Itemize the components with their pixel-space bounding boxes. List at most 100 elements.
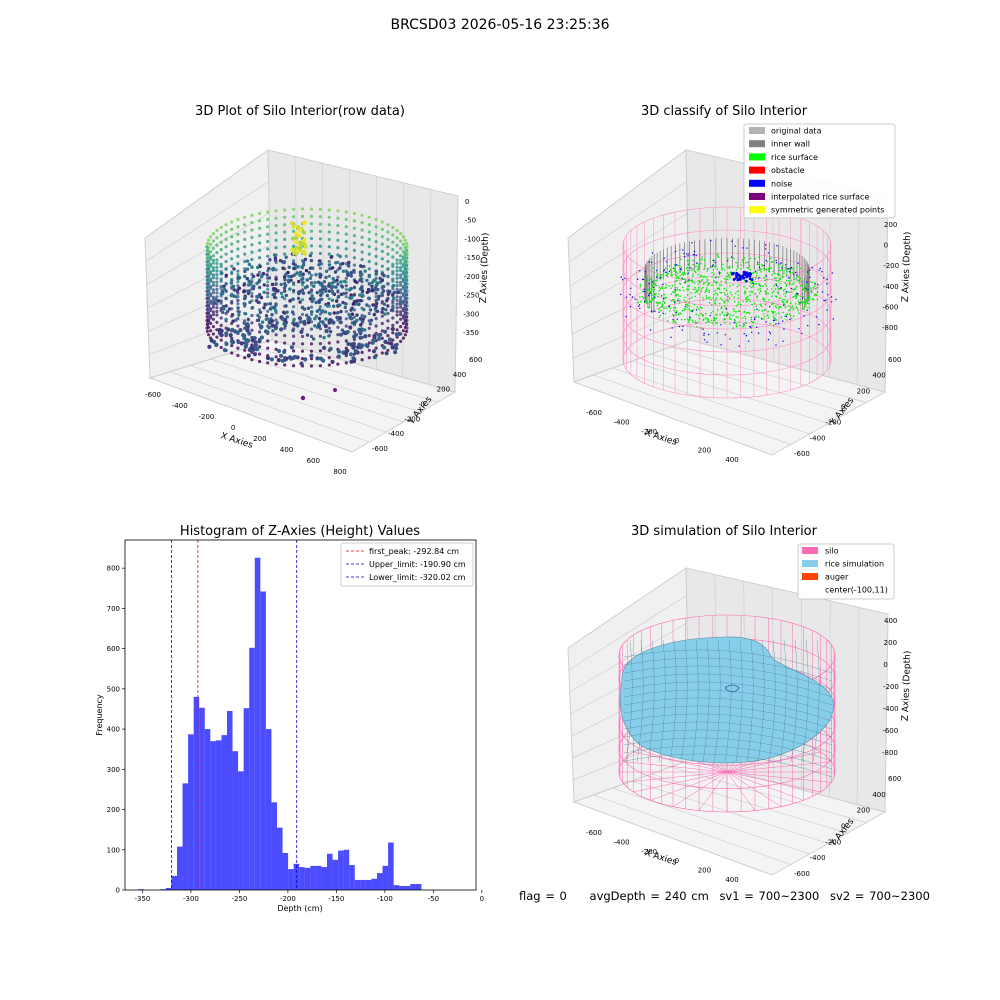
rice-surface-point	[790, 317, 793, 320]
rice-surface-point	[670, 300, 672, 302]
wall-point	[344, 210, 348, 214]
rice-surface-point	[778, 312, 780, 315]
wall-point	[309, 214, 314, 218]
low-point	[289, 356, 294, 361]
wall-point	[327, 297, 331, 301]
rice-surface-point	[805, 284, 808, 286]
wall-point	[352, 248, 356, 252]
wall-point	[395, 298, 399, 302]
rice-surface-point	[807, 302, 810, 305]
panel4-rice-surface	[620, 636, 834, 778]
noise-point	[651, 281, 653, 283]
tick-label: -200	[464, 273, 480, 281]
noise-point	[733, 322, 736, 324]
silo-floor-spoke	[726, 751, 821, 773]
wall-point	[318, 334, 322, 338]
rice-surface-point	[788, 291, 790, 294]
wall-point	[266, 339, 270, 343]
rice-surface-point	[672, 321, 675, 323]
rice-surface-point	[641, 296, 644, 298]
surface-point	[313, 324, 317, 328]
rice-surface-point	[716, 255, 719, 257]
noise-point	[793, 273, 795, 275]
wall-point	[266, 302, 270, 306]
rice-surface-point	[644, 302, 646, 304]
noise-point	[674, 264, 676, 266]
wall-point	[209, 272, 213, 276]
outlier-point	[333, 388, 337, 392]
rice-surface-point	[803, 295, 805, 298]
noise-point	[620, 276, 622, 278]
rice-surface-point	[785, 314, 787, 316]
ytick-label: 0	[116, 887, 120, 895]
wall-point	[209, 294, 213, 298]
surface-point	[305, 313, 309, 317]
rice-surface-point	[675, 294, 678, 296]
rice-surface-point	[727, 266, 729, 269]
wall-point	[209, 316, 213, 320]
wall-point	[386, 223, 390, 227]
rice-surface-point	[803, 308, 805, 310]
surface-point	[301, 280, 305, 285]
rice-surface-point	[729, 314, 732, 317]
rice-surface-point	[777, 279, 780, 282]
wall-point	[374, 232, 378, 236]
histogram-bar	[232, 751, 239, 890]
rice-surface-point	[771, 311, 774, 314]
surface-point	[361, 294, 365, 298]
surface-point	[258, 310, 263, 315]
wall-point	[292, 334, 296, 338]
noise-point	[754, 317, 756, 319]
legend-swatch	[749, 153, 765, 161]
wall-point	[300, 214, 305, 218]
rice-surface-point	[788, 309, 790, 312]
panel3-title: Histogram of Z-Axies (Height) Values	[179, 524, 421, 539]
wall-point	[399, 288, 403, 292]
surface-point	[311, 266, 315, 270]
rice-surface-point	[811, 298, 814, 300]
tick-label: -600	[882, 303, 898, 311]
rice-surface-point	[814, 287, 817, 290]
noise-point	[644, 300, 646, 302]
rice-surface-point	[676, 310, 678, 312]
wall-point	[352, 330, 356, 334]
surface-point	[307, 320, 311, 325]
rice-surface-point	[738, 284, 740, 286]
surface-point	[256, 265, 260, 270]
rice-surface-point	[723, 305, 726, 307]
rice-surface-point	[694, 291, 696, 294]
wall-point	[399, 258, 403, 262]
surface-point	[340, 285, 345, 289]
legend-label: Lower_limit: -320.02 cm	[369, 573, 466, 582]
low-point	[322, 345, 327, 350]
rice-surface-point	[701, 315, 704, 317]
rice-surface-point	[762, 285, 764, 288]
wall-point	[401, 242, 405, 246]
surface-point	[221, 291, 225, 296]
rice-surface-point	[727, 300, 729, 302]
tick-label: 0	[675, 437, 679, 445]
histogram-bar	[171, 875, 177, 890]
rice-surface-point	[687, 285, 689, 288]
rice-surface-point	[776, 291, 779, 293]
silo-floor-spoke	[726, 771, 832, 783]
surface-mesh-line	[812, 639, 820, 763]
rice-surface-point	[650, 287, 652, 290]
rice-surface-point	[703, 259, 706, 262]
surface-point	[369, 318, 374, 322]
surface-point	[391, 293, 395, 297]
column-point	[290, 236, 295, 241]
wall-point	[344, 309, 348, 313]
surface-point	[328, 312, 332, 316]
surface-point	[334, 285, 338, 289]
noise-point	[674, 301, 676, 303]
rice-surface-point	[686, 294, 689, 296]
rice-surface-point	[687, 321, 690, 323]
histogram-bar	[310, 865, 316, 890]
low-point	[302, 321, 307, 326]
rice-surface-point	[708, 282, 710, 285]
rice-surface-point	[779, 282, 782, 285]
wall-point	[211, 317, 215, 321]
rice-surface-point	[665, 296, 668, 299]
rice-surface-point	[801, 307, 804, 310]
